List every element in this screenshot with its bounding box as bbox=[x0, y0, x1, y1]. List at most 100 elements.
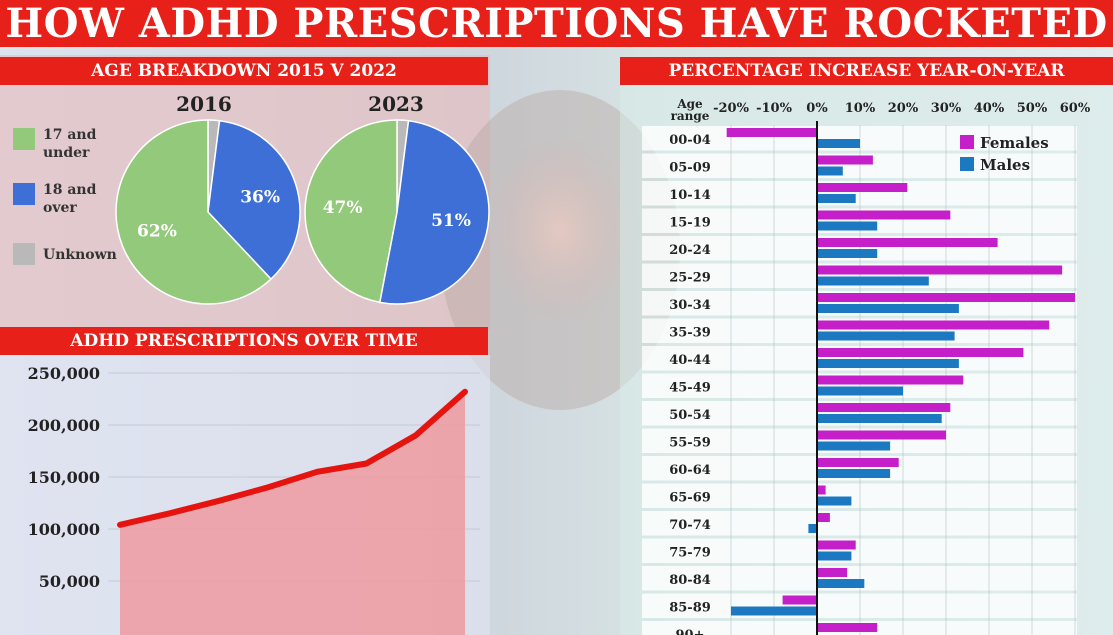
yoy-legend-label: Males bbox=[980, 156, 1030, 174]
legend-label-under-line1: 17 and bbox=[43, 127, 97, 143]
legend-label-under-line2: under bbox=[43, 145, 90, 161]
yoy-x-tick-label: 40% bbox=[974, 101, 1005, 116]
yoy-category-label: 40-44 bbox=[669, 353, 711, 368]
prescriptions-point bbox=[119, 523, 121, 526]
legend-label-over-line1: 18 and bbox=[43, 182, 97, 198]
yoy-x-tick-label: 30% bbox=[931, 101, 962, 116]
yoy-category-label: 30-34 bbox=[669, 298, 711, 313]
prescriptions-point bbox=[464, 390, 466, 393]
age-legend: 17 and under 18 and over Unknown bbox=[13, 127, 117, 265]
yoy-bar-females bbox=[817, 265, 1063, 275]
prescriptions-title: ADHD PRESCRIPTIONS OVER TIME bbox=[0, 327, 488, 355]
yoy-bar-females bbox=[817, 293, 1075, 302]
yoy-category-label: 85-89 bbox=[669, 600, 711, 615]
yoy-bar-females bbox=[817, 458, 899, 467]
prescriptions-line bbox=[117, 388, 468, 528]
pie-2023-title: 2023 bbox=[368, 92, 424, 116]
yoy-bar-females bbox=[817, 183, 908, 192]
yoy-bar-females bbox=[817, 485, 826, 495]
yoy-bar-females bbox=[817, 403, 951, 412]
prescriptions-y-tick-label: 200,000 bbox=[28, 416, 100, 435]
yoy-bar-females bbox=[817, 375, 964, 385]
yoy-legend: Females Males bbox=[960, 134, 1049, 174]
yoy-category-label: 10-14 bbox=[669, 188, 711, 203]
prescriptions-point bbox=[168, 512, 171, 515]
yoy-category-label: 55-59 bbox=[669, 435, 711, 450]
yoy-x-tick-label: 50% bbox=[1017, 101, 1048, 116]
yoy-bars bbox=[726, 121, 1075, 635]
yoy-bar-females bbox=[817, 568, 848, 577]
prescriptions-y-tick-label: 250,000 bbox=[28, 364, 100, 383]
pie-2016-slice-over-18 bbox=[207, 119, 301, 281]
yoy-category-label: 45-49 bbox=[669, 380, 711, 395]
yoy-bar-females bbox=[782, 595, 817, 605]
pie-2023-slice-under-18 bbox=[304, 119, 398, 304]
prescriptions-y-tick-label: 50,000 bbox=[39, 572, 100, 591]
age-breakdown-title: AGE BREAKDOWN 2015 V 2022 bbox=[0, 57, 488, 85]
yoy-legend-label: Females bbox=[980, 134, 1049, 152]
yoy-bar-males bbox=[817, 194, 856, 203]
yoy-bar-males bbox=[817, 304, 959, 313]
yoy-bar-males bbox=[817, 469, 891, 478]
yoy-bar-males bbox=[817, 331, 955, 341]
yoy-category-label: 35-39 bbox=[669, 325, 711, 340]
yoy-bar-males bbox=[817, 441, 891, 451]
yoy-bar-males bbox=[731, 606, 817, 616]
prescriptions-point bbox=[414, 434, 417, 437]
yoy-bar-females bbox=[817, 430, 946, 440]
prescriptions-y-tick-label: 100,000 bbox=[28, 520, 100, 539]
yoy-legend-swatch bbox=[960, 157, 974, 171]
yoy-category-label: 90+ bbox=[676, 628, 705, 635]
yoy-category-label: 70-74 bbox=[669, 518, 711, 533]
headline: HOW ADHD PRESCRIPTIONS HAVE ROCKETED bbox=[0, 0, 1113, 47]
yoy-bar-males bbox=[817, 359, 959, 368]
pie-2016-slice-under-18 bbox=[115, 119, 273, 305]
prescriptions-point bbox=[316, 470, 319, 473]
yoy-category-label: 50-54 bbox=[669, 408, 711, 423]
legend-label-over-line2: over bbox=[43, 200, 77, 216]
yoy-category-label: 20-24 bbox=[669, 243, 711, 258]
yoy-category-label: 75-79 bbox=[669, 545, 711, 560]
age-breakdown-panel: 17 and under 18 and over Unknown 2016 20… bbox=[13, 92, 490, 305]
prescriptions-point bbox=[266, 486, 269, 489]
yoy-bar-males bbox=[817, 249, 878, 258]
age-range-header-line2: range bbox=[671, 109, 710, 123]
yoy-x-tick-label: -20% bbox=[713, 101, 749, 116]
yoy-chart: Age range 00-04 05-09 10-14 15-19 20-24 25-29… bbox=[620, 85, 1113, 635]
yoy-category-label: 60-64 bbox=[669, 463, 711, 478]
prescriptions-point bbox=[365, 462, 368, 465]
prescriptions-point bbox=[217, 499, 220, 502]
yoy-bar-females bbox=[817, 348, 1024, 357]
prescriptions-chart: 50,000 100,000 150,000 200,000 250,000 bbox=[28, 364, 480, 635]
yoy-legend-swatch bbox=[960, 135, 974, 149]
yoy-bar-females bbox=[817, 155, 873, 165]
yoy-bar-females bbox=[817, 623, 878, 632]
legend-swatch-under bbox=[13, 128, 35, 150]
yoy-bar-females bbox=[817, 320, 1050, 330]
pie-2016: 62% 36% bbox=[115, 119, 301, 305]
pie-2023: 47% 51% bbox=[304, 119, 490, 305]
pie-2016-title: 2016 bbox=[176, 92, 232, 116]
yoy-bar-males bbox=[817, 166, 843, 176]
pie-2023-slice-over-18 bbox=[378, 119, 490, 305]
yoy-bar-males bbox=[817, 276, 929, 286]
yoy-bar-males bbox=[817, 221, 878, 231]
legend-label-unknown: Unknown bbox=[43, 247, 117, 263]
pie-2016-label-over-18: 36% bbox=[240, 187, 280, 207]
pie-2023-label-under-18: 47% bbox=[323, 198, 363, 218]
yoy-bar-males bbox=[817, 579, 865, 588]
yoy-category-label: 00-04 bbox=[669, 133, 711, 148]
yoy-bar-females bbox=[726, 128, 817, 137]
yoy-bar-males bbox=[817, 414, 942, 423]
legend-swatch-unknown bbox=[13, 243, 35, 265]
yoy-bar-males bbox=[817, 496, 852, 506]
pie-2023-label-over-18: 51% bbox=[431, 211, 471, 231]
yoy-x-tick-label: 60% bbox=[1060, 101, 1091, 116]
legend-swatch-over bbox=[13, 183, 35, 205]
prescriptions-y-ticks: 50,000 100,000 150,000 200,000 250,000 bbox=[28, 364, 100, 591]
prescriptions-y-tick-label: 150,000 bbox=[28, 468, 100, 487]
yoy-category-label: 80-84 bbox=[669, 573, 711, 588]
yoy-x-tick-label: 0% bbox=[806, 101, 828, 116]
yoy-bar-females bbox=[817, 540, 856, 550]
yoy-category-label: 05-09 bbox=[669, 160, 711, 175]
